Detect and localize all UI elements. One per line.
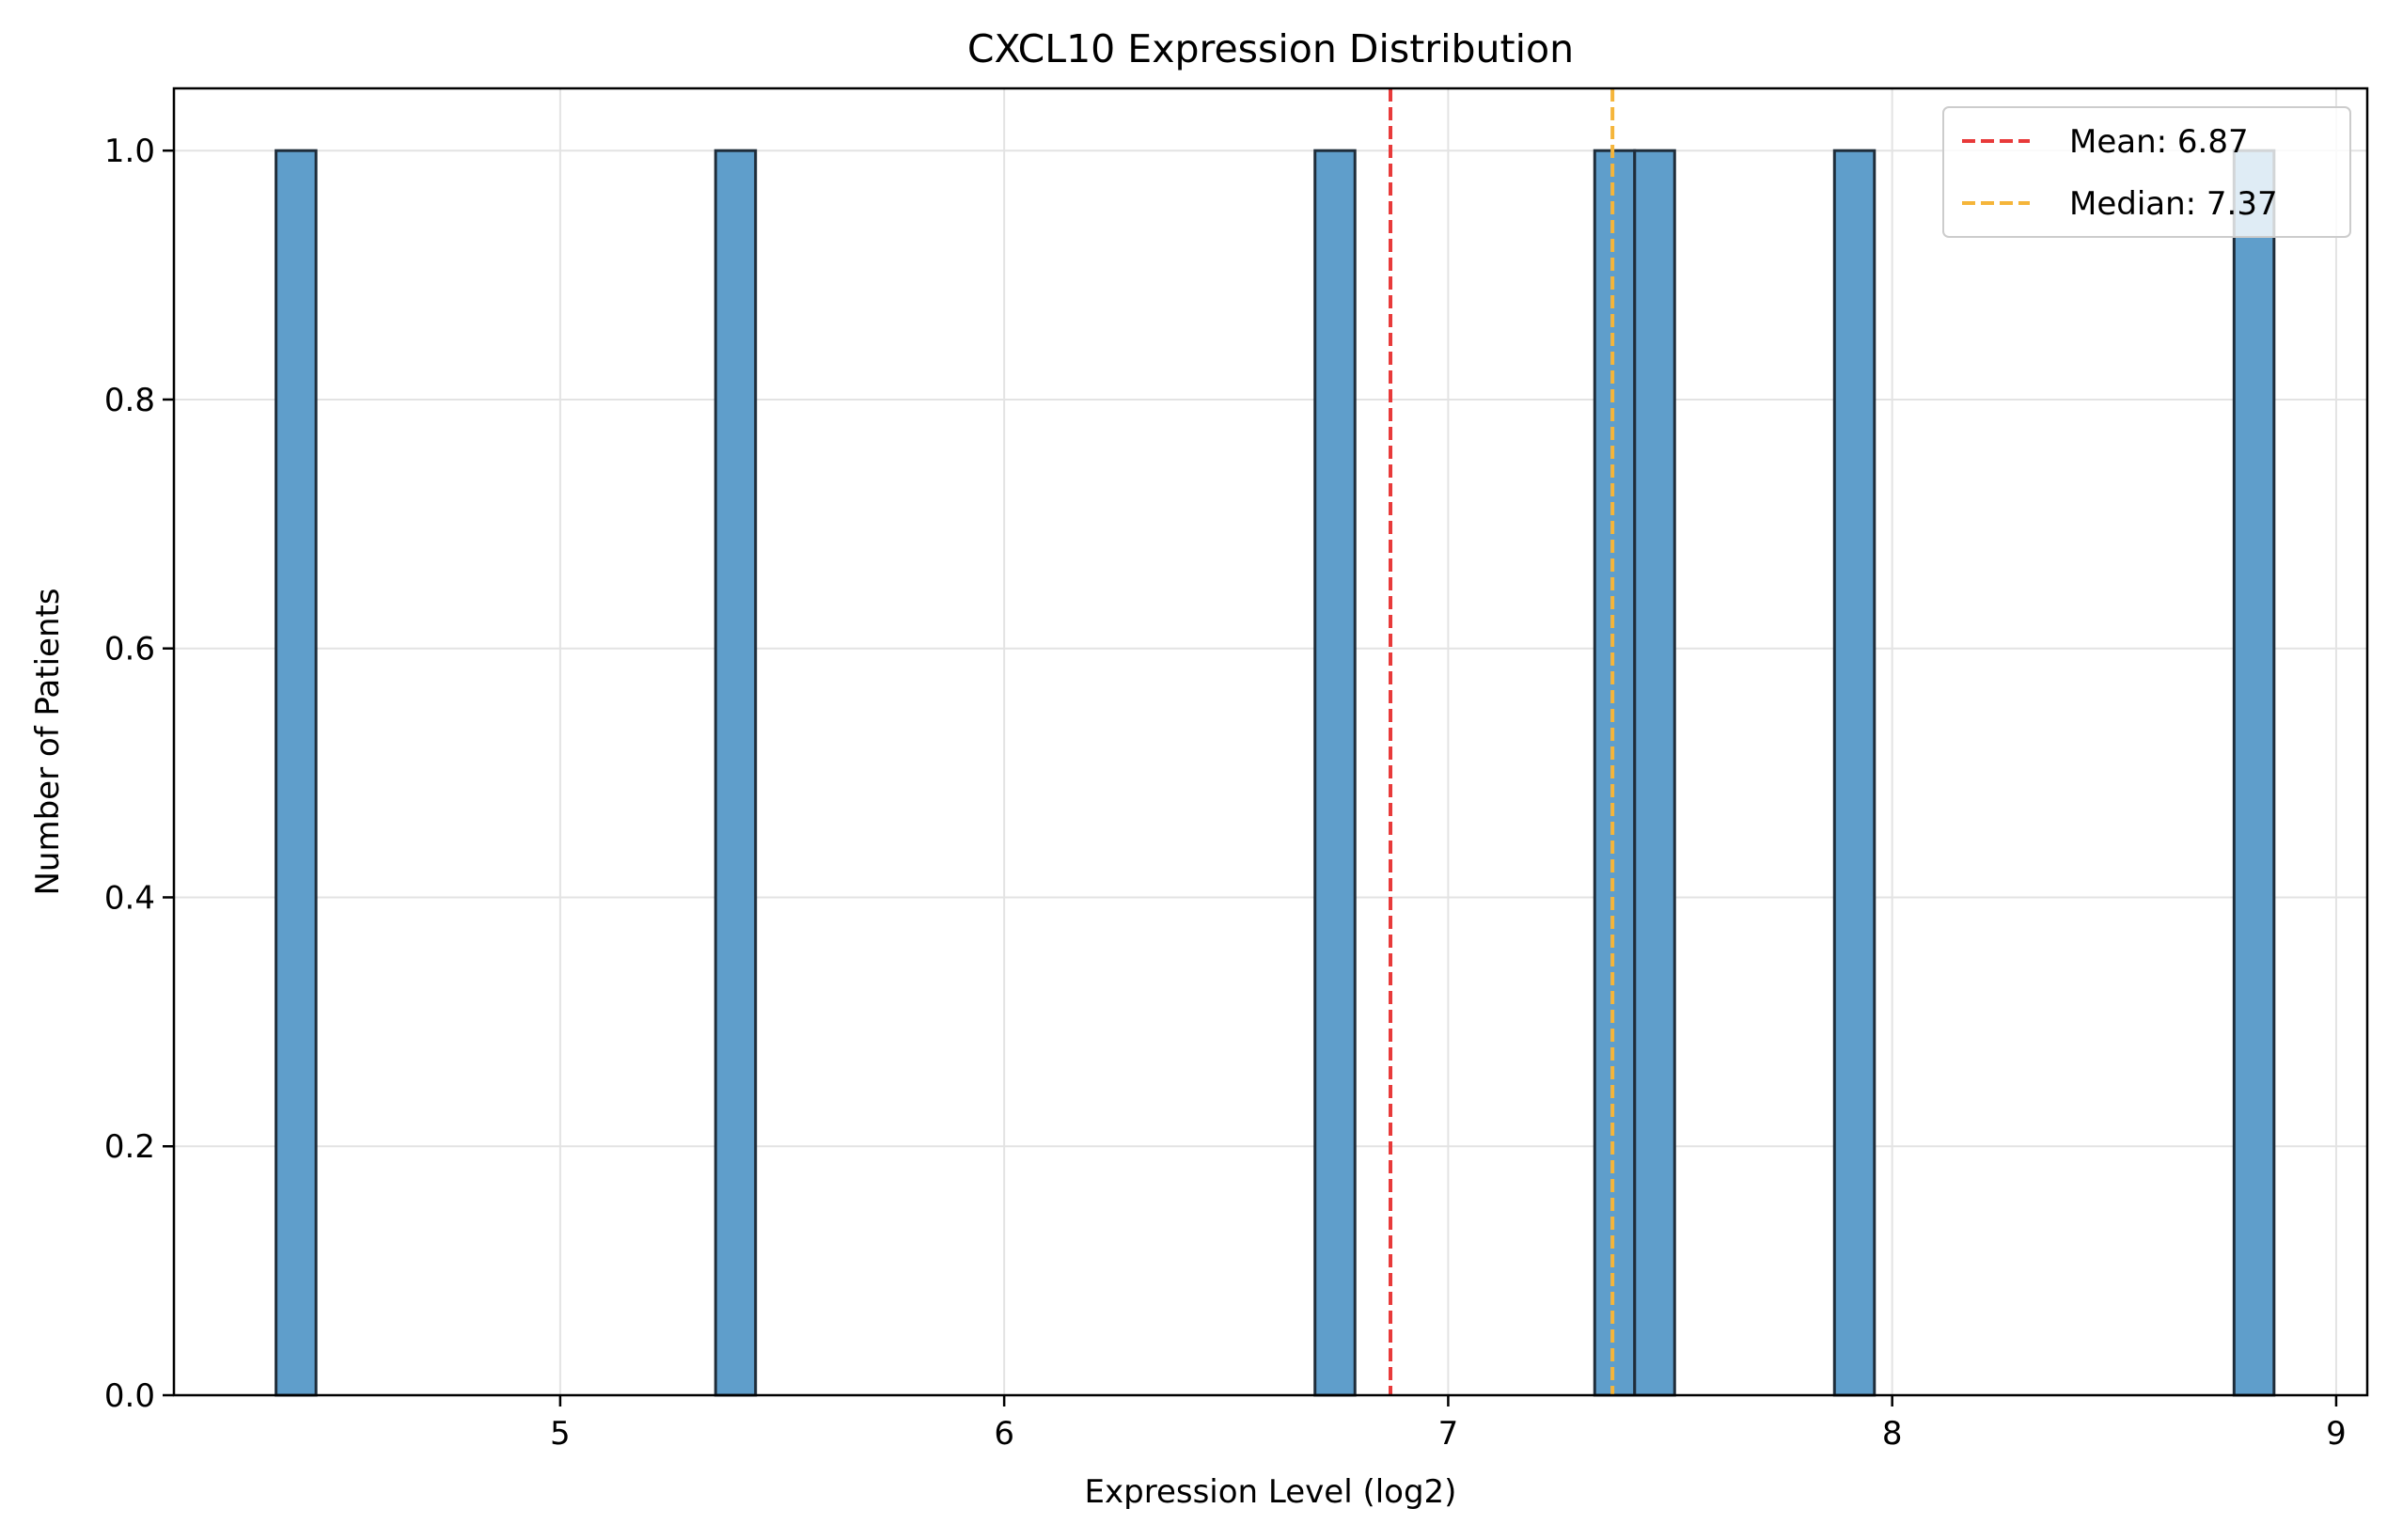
x-tick-label-8: 8: [1882, 1415, 1903, 1453]
axis-ticks: 5 6 7 8 9 0.0 0.2 0.4 0.6 0.8 1.0: [104, 133, 2347, 1453]
y-tick-label-0.4: 0.4: [104, 879, 155, 917]
histogram-bars: [275, 149, 2276, 1397]
histogram-bar-2: [714, 149, 758, 1397]
histogram-bar-5: [1633, 149, 1676, 1397]
x-tick-label-9: 9: [2326, 1415, 2347, 1453]
histogram-bar-1: [275, 149, 318, 1397]
plot-area-frame: [172, 86, 2369, 1397]
y-tick-label-0.0: 0.0: [104, 1377, 155, 1415]
legend-label-median: Median: 7.37: [2069, 185, 2278, 223]
y-tick-label-0.2: 0.2: [104, 1128, 155, 1166]
chart-title: CXCL10 Expression Distribution: [967, 26, 1574, 71]
reference-lines: [1389, 88, 1615, 1395]
legend: Mean: 6.87 Median: 7.37: [1942, 106, 2351, 238]
legend-box: [1942, 106, 2351, 238]
x-axis-title: Expression Level (log2): [1085, 1473, 1457, 1511]
y-tick-label-0.8: 0.8: [104, 382, 155, 419]
y-tick-label-1.0: 1.0: [104, 133, 155, 170]
histogram-bar-4: [1593, 149, 1637, 1397]
histogram-bar-6: [1832, 149, 1877, 1397]
histogram-bar-7: [2232, 149, 2276, 1397]
y-axis-title: Number of Patients: [29, 588, 67, 895]
y-tick-label-0.6: 0.6: [104, 631, 155, 668]
legend-label-mean: Mean: 6.87: [2069, 123, 2249, 161]
histogram-bar-3: [1313, 149, 1357, 1397]
x-tick-label-6: 6: [994, 1415, 1014, 1453]
x-tick-label-5: 5: [550, 1415, 571, 1453]
x-tick-label-7: 7: [1438, 1415, 1459, 1453]
